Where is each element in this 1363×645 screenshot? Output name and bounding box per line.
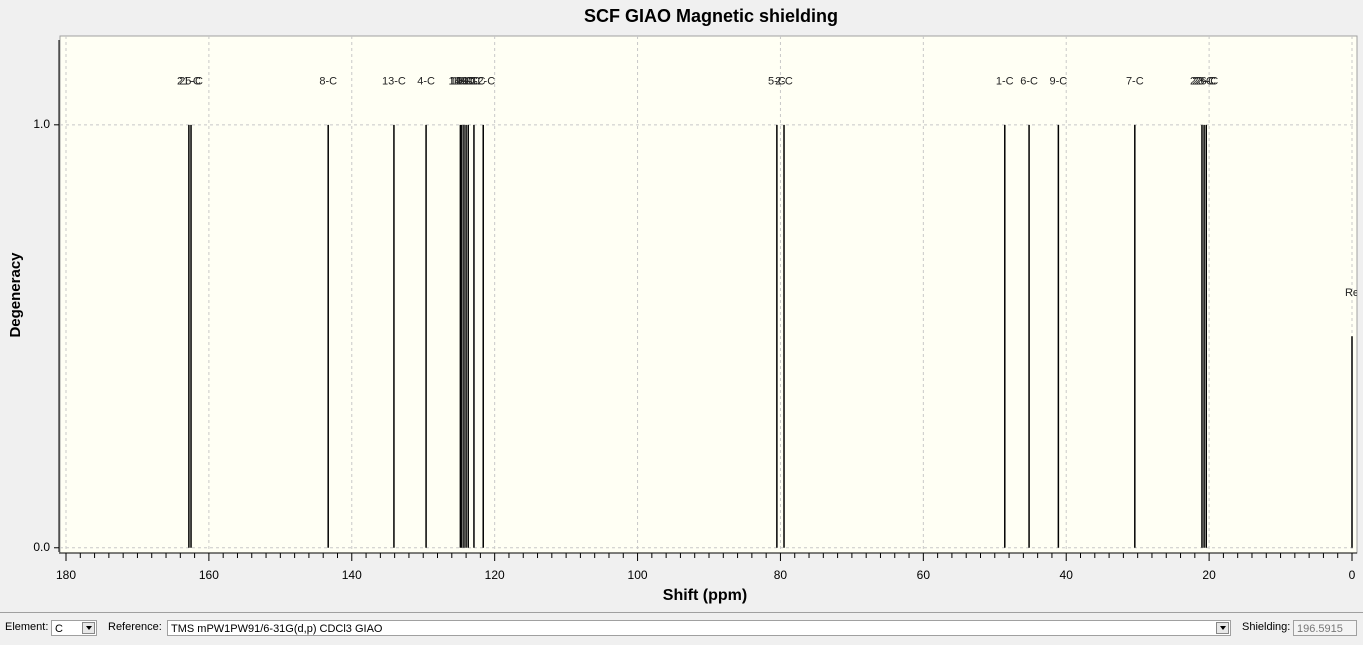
y-tick-label: 0.0 <box>33 540 50 554</box>
element-value: C <box>55 623 63 635</box>
peak-label: 23-C <box>1192 76 1216 88</box>
peak-label: 26-C <box>1194 76 1218 88</box>
plot-area <box>59 35 1358 554</box>
peak-label: 9-C <box>1049 76 1067 88</box>
peak-label: Re <box>1345 287 1359 299</box>
shielding-input: 196.5915 <box>1293 620 1357 636</box>
x-tick-label: 100 <box>628 568 648 582</box>
x-tick-label: 80 <box>774 568 788 582</box>
peak-label: 13-C <box>382 76 406 88</box>
x-tick-label: 180 <box>56 568 76 582</box>
peak-label: 7-C <box>1126 76 1144 88</box>
peak-label: 2-C <box>775 76 793 88</box>
x-tick-label: 20 <box>1202 568 1216 582</box>
element-select[interactable]: C <box>51 620 97 636</box>
dropdown-arrow[interactable] <box>1216 622 1229 634</box>
x-tick-label: 0 <box>1349 568 1356 582</box>
control-bar: Element: C Reference: TMS mPW1PW91/6-31G… <box>0 612 1363 645</box>
peak-label: 4-C <box>417 76 435 88</box>
peak-label: 19-C <box>450 76 474 88</box>
reference-select[interactable]: TMS mPW1PW91/6-31G(d,p) CDCl3 GIAO <box>167 620 1231 636</box>
chart-title: SCF GIAO Magnetic shielding <box>584 6 838 26</box>
reference-value: TMS mPW1PW91/6-31G(d,p) CDCl3 GIAO <box>171 623 383 635</box>
peak-label: 5-C <box>768 76 786 88</box>
chart: SCF GIAO Magnetic shielding Shift (ppm) … <box>7 6 1359 604</box>
peak-label: 12-C <box>471 76 495 88</box>
element-label: Element: <box>5 621 49 633</box>
plot: 21-C25-C 8-C 13-C 4-C 14-C19-C18-C16-C10-C11… <box>60 36 1359 552</box>
y-axis-label: Degeneracy <box>7 252 24 338</box>
x-axis-label: Shift (ppm) <box>663 587 747 604</box>
y-tick-label: 1.0 <box>33 117 50 131</box>
shielding-value: 196.5915 <box>1297 623 1343 635</box>
peak-label: 8-C <box>319 76 337 88</box>
peak-label: 1-C <box>996 76 1014 88</box>
peak-label: 14-C <box>448 76 472 88</box>
x-tick-label: 40 <box>1060 568 1074 582</box>
shielding-label: Shielding: <box>1242 621 1291 633</box>
peak-label: 18-C <box>452 76 476 88</box>
peak-label: 11-C <box>462 76 485 88</box>
peak-label: 25-C <box>179 76 203 88</box>
peak-label: 21-C <box>177 76 201 88</box>
x-tick-label: 160 <box>199 568 219 582</box>
peak-label: 22-C <box>1190 76 1214 88</box>
dropdown-arrow[interactable] <box>82 622 95 634</box>
peak-label: 6-C <box>1020 76 1038 88</box>
peak-label: 16-C <box>454 76 478 88</box>
x-tick-label: 120 <box>485 568 505 582</box>
peak-label: 10-C <box>456 76 480 88</box>
reference-label: Reference: <box>108 621 162 633</box>
x-tick-label: 60 <box>917 568 931 582</box>
x-tick-label: 140 <box>342 568 362 582</box>
